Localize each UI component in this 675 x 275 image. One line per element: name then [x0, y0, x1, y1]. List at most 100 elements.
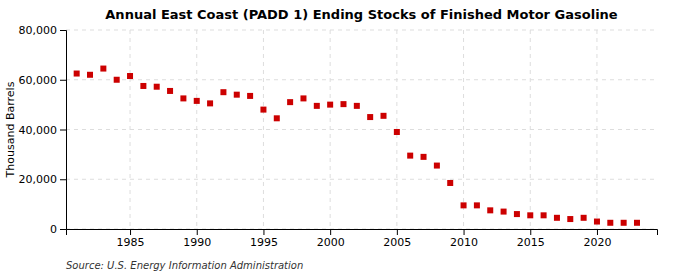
tick-mark [464, 229, 465, 235]
x-axis: 1985 1990 1995 2000 2005 2010 2015 2020 [67, 229, 658, 249]
point [194, 98, 200, 104]
tick-label: 2000 [317, 236, 345, 249]
point [501, 209, 507, 215]
tick-label: 2020 [583, 236, 611, 249]
point [100, 66, 106, 72]
point [367, 114, 373, 120]
point [74, 71, 80, 77]
tick-label: 1985 [117, 236, 145, 249]
point [621, 220, 627, 226]
point [127, 73, 133, 79]
grid-line [530, 30, 531, 229]
point [581, 215, 587, 221]
tick: 1985 [117, 229, 145, 249]
grid-line [130, 30, 131, 229]
point [527, 212, 533, 218]
tick-mark [330, 229, 331, 235]
tick: 2000 [317, 229, 345, 249]
point [207, 100, 213, 106]
point [594, 219, 600, 225]
axis-line [67, 230, 658, 236]
y-axis: 0 20,000 40,000 60,000 80,000 [19, 24, 67, 236]
grid-line [596, 30, 597, 229]
tick-mark [60, 179, 66, 180]
tick-mark [130, 229, 131, 235]
point [554, 215, 560, 221]
point [327, 102, 333, 108]
point [461, 202, 467, 208]
tick-label: 20,000 [19, 173, 58, 186]
grid-line [263, 30, 264, 229]
point [607, 220, 613, 226]
point [447, 180, 453, 186]
title: Annual East Coast (PADD 1) Ending Stocks… [105, 7, 618, 22]
point [247, 93, 253, 99]
grid-line [463, 30, 464, 229]
point [340, 101, 346, 107]
tick-label: 80,000 [19, 24, 58, 37]
tick-mark [60, 130, 66, 131]
tick: 2015 [517, 229, 545, 249]
grid-line [66, 179, 657, 180]
tick-mark [597, 229, 598, 235]
grid-line [66, 79, 657, 80]
grid-line [330, 30, 331, 229]
point [180, 95, 186, 101]
point [541, 212, 547, 218]
tick-label: 2015 [517, 236, 545, 249]
point [154, 84, 160, 90]
point [514, 211, 520, 217]
tick-mark [60, 30, 66, 31]
tick-label: 40,000 [19, 124, 58, 137]
chart: 1985 1990 1995 2000 2005 2010 2015 2020 0 20,000 4… [0, 0, 675, 275]
tick: 40,000 [19, 124, 67, 137]
tick-label: 2005 [383, 236, 411, 249]
point [421, 154, 427, 160]
point [287, 99, 293, 105]
y-axis-label: Thousand Barrels [4, 81, 17, 178]
grid-line [66, 30, 657, 31]
grid-line [196, 30, 197, 229]
point [381, 113, 387, 119]
tick: 2005 [383, 229, 411, 249]
tick-label: 0 [50, 223, 57, 236]
axis-line [60, 31, 67, 230]
tick: 60,000 [19, 74, 67, 87]
points [74, 66, 640, 226]
tick: 1995 [250, 229, 278, 249]
point [407, 153, 413, 159]
tick-label: 1995 [250, 236, 278, 249]
tick-mark [263, 229, 264, 235]
tick: 2020 [583, 229, 611, 249]
tick-mark [530, 229, 531, 235]
point [167, 88, 173, 94]
point [474, 202, 480, 208]
point [234, 92, 240, 98]
point [87, 72, 93, 78]
tick-mark [60, 80, 66, 81]
point [487, 207, 493, 213]
point [434, 163, 440, 169]
tick: 1990 [183, 229, 211, 249]
point [140, 83, 146, 89]
point [274, 115, 280, 121]
point [314, 103, 320, 109]
point [394, 129, 400, 135]
point [114, 77, 120, 83]
tick: 80,000 [19, 24, 67, 37]
grid-line [66, 129, 657, 130]
point [567, 216, 573, 222]
tick-mark [397, 229, 398, 235]
point [260, 107, 266, 113]
plot-area: 1985 1990 1995 2000 2005 2010 2015 2020 0 20,000 4… [19, 24, 658, 249]
tick: 2010 [450, 229, 478, 249]
tick-mark [60, 229, 66, 230]
point [300, 95, 306, 101]
tick-label: 60,000 [19, 74, 58, 87]
tick: 0 [50, 223, 66, 236]
tick-label: 2010 [450, 236, 478, 249]
tick-mark [197, 229, 198, 235]
grid [66, 30, 657, 229]
point [220, 89, 226, 95]
tick-label: 1990 [183, 236, 211, 249]
